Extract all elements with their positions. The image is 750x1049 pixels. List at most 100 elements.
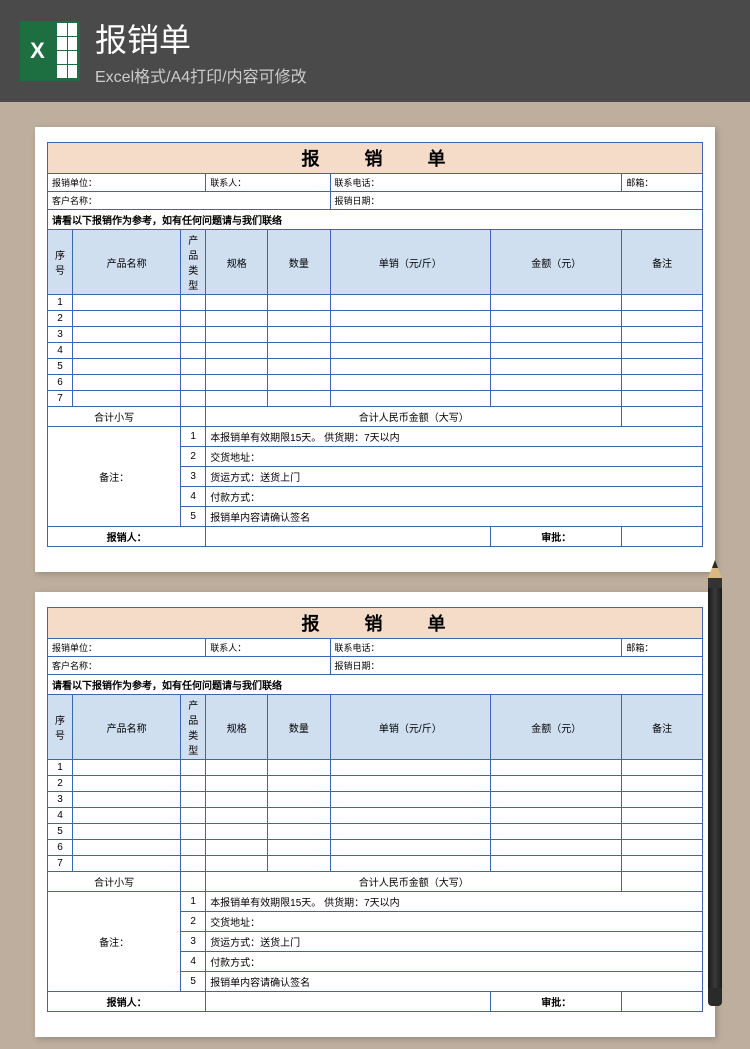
- remark-text: 货运方式：送货上门: [206, 932, 703, 952]
- row-num: 4: [48, 343, 73, 359]
- page-subtitle: Excel格式/A4打印/内容可修改: [95, 63, 307, 87]
- col-name: 产品名称: [73, 695, 181, 760]
- remark-text: 付款方式：: [206, 952, 703, 972]
- remark-label: 备注：: [48, 892, 181, 992]
- table-row: 7: [48, 856, 703, 872]
- remark-text: 本报销单有效期限15天。 供货期：7天以内: [206, 427, 703, 447]
- col-seq: 序号: [48, 230, 73, 295]
- table-row: 1: [48, 760, 703, 776]
- expense-form-table: 报 销 单报销单位：联系人：联系电话：邮箱： 客户名称：报销日期：请看以下报销作为…: [47, 607, 703, 1012]
- col-remark: 备注: [622, 230, 703, 295]
- subtotal-cn-label: 合计人民币金额（大写）: [206, 407, 622, 427]
- remark-num: 2: [181, 447, 206, 467]
- remark-text: 报销单内容请确认签名: [206, 507, 703, 527]
- form-sheet-1: 报 销 单报销单位：联系人：联系电话：邮箱： 客户名称：报销日期：请看以下报销作为…: [35, 127, 715, 572]
- subtotal-cn-label: 合计人民币金额（大写）: [206, 872, 622, 892]
- email-label: 邮箱：: [622, 174, 703, 192]
- table-row: 6: [48, 375, 703, 391]
- remark-num: 3: [181, 932, 206, 952]
- date-label: 报销日期：: [330, 192, 703, 210]
- phone-label: 联系电话：: [330, 639, 622, 657]
- date-label: 报销日期：: [330, 657, 703, 675]
- row-num: 4: [48, 808, 73, 824]
- col-remark: 备注: [622, 695, 703, 760]
- col-qty: 数量: [268, 695, 330, 760]
- remark-num: 1: [181, 892, 206, 912]
- remark-label: 备注：: [48, 427, 181, 527]
- table-row: 5: [48, 359, 703, 375]
- row-num: 7: [48, 391, 73, 407]
- table-row: 2: [48, 311, 703, 327]
- customer-label: 客户名称：: [48, 192, 331, 210]
- table-row: 4: [48, 808, 703, 824]
- page-title: 报销单: [95, 15, 307, 61]
- unit-label: 报销单位：: [48, 639, 206, 657]
- remark-text: 付款方式：: [206, 487, 703, 507]
- remark-text: 货运方式：送货上门: [206, 467, 703, 487]
- table-row: 5: [48, 824, 703, 840]
- col-amount: 金额（元）: [491, 230, 622, 295]
- remark-text: 交货地址：: [206, 447, 703, 467]
- col-type: 产品类型: [181, 230, 206, 295]
- col-qty: 数量: [268, 230, 330, 295]
- col-price: 单销（元/斤）: [330, 230, 491, 295]
- remark-num: 1: [181, 427, 206, 447]
- sheets-container: 报 销 单报销单位：联系人：联系电话：邮箱：客户名称：报销日期：请看以下报销作为…: [0, 102, 750, 1037]
- remark-num: 5: [181, 507, 206, 527]
- col-type: 产品类型: [181, 695, 206, 760]
- table-row: 2: [48, 776, 703, 792]
- person-label: 报销人：: [48, 527, 206, 547]
- unit-label: 报销单位：: [48, 174, 206, 192]
- subtotal-label: 合计小写: [48, 407, 181, 427]
- email-label: 邮箱：: [622, 639, 703, 657]
- person-label: 报销人：: [48, 992, 206, 1012]
- col-spec: 规格: [206, 695, 268, 760]
- contact-label: 联系人：: [206, 639, 330, 657]
- row-num: 5: [48, 359, 73, 375]
- remark-text: 交货地址：: [206, 912, 703, 932]
- col-amount: 金额（元）: [491, 695, 622, 760]
- remark-num: 4: [181, 487, 206, 507]
- row-num: 3: [48, 792, 73, 808]
- col-name: 产品名称: [73, 230, 181, 295]
- excel-icon: X: [20, 21, 80, 81]
- row-num: 1: [48, 295, 73, 311]
- row-num: 2: [48, 311, 73, 327]
- table-row: 7: [48, 391, 703, 407]
- remark-text: 报销单内容请确认签名: [206, 972, 703, 992]
- form-sheet-2: 报 销 单报销单位：联系人：联系电话：邮箱： 客户名称：报销日期：请看以下报销作为…: [35, 592, 715, 1037]
- subtotal-label: 合计小写: [48, 872, 181, 892]
- row-num: 6: [48, 375, 73, 391]
- table-row: 3: [48, 792, 703, 808]
- row-num: 5: [48, 824, 73, 840]
- approve-label: 审批：: [491, 527, 622, 547]
- table-row: 4: [48, 343, 703, 359]
- col-price: 单销（元/斤）: [330, 695, 491, 760]
- col-seq: 序号: [48, 695, 73, 760]
- notice-text: 请看以下报销作为参考，如有任何问题请与我们联络: [48, 675, 703, 695]
- approve-label: 审批：: [491, 992, 622, 1012]
- row-num: 3: [48, 327, 73, 343]
- col-spec: 规格: [206, 230, 268, 295]
- form-title: 报 销 单: [48, 143, 703, 174]
- contact-label: 联系人：: [206, 174, 330, 192]
- row-num: 7: [48, 856, 73, 872]
- row-num: 6: [48, 840, 73, 856]
- remark-num: 2: [181, 912, 206, 932]
- customer-label: 客户名称：: [48, 657, 331, 675]
- remark-num: 3: [181, 467, 206, 487]
- notice-text: 请看以下报销作为参考，如有任何问题请与我们联络: [48, 210, 703, 230]
- remark-num: 4: [181, 952, 206, 972]
- remark-num: 5: [181, 972, 206, 992]
- table-row: 1: [48, 295, 703, 311]
- page-header: X 报销单 Excel格式/A4打印/内容可修改: [0, 0, 750, 102]
- expense-form-table: 报 销 单报销单位：联系人：联系电话：邮箱： 客户名称：报销日期：请看以下报销作为…: [47, 142, 703, 547]
- table-row: 6: [48, 840, 703, 856]
- phone-label: 联系电话：: [330, 174, 622, 192]
- table-row: 3: [48, 327, 703, 343]
- remark-text: 本报销单有效期限15天。 供货期：7天以内: [206, 892, 703, 912]
- row-num: 2: [48, 776, 73, 792]
- form-title: 报 销 单: [48, 608, 703, 639]
- row-num: 1: [48, 760, 73, 776]
- pencil-decoration: [708, 560, 722, 1010]
